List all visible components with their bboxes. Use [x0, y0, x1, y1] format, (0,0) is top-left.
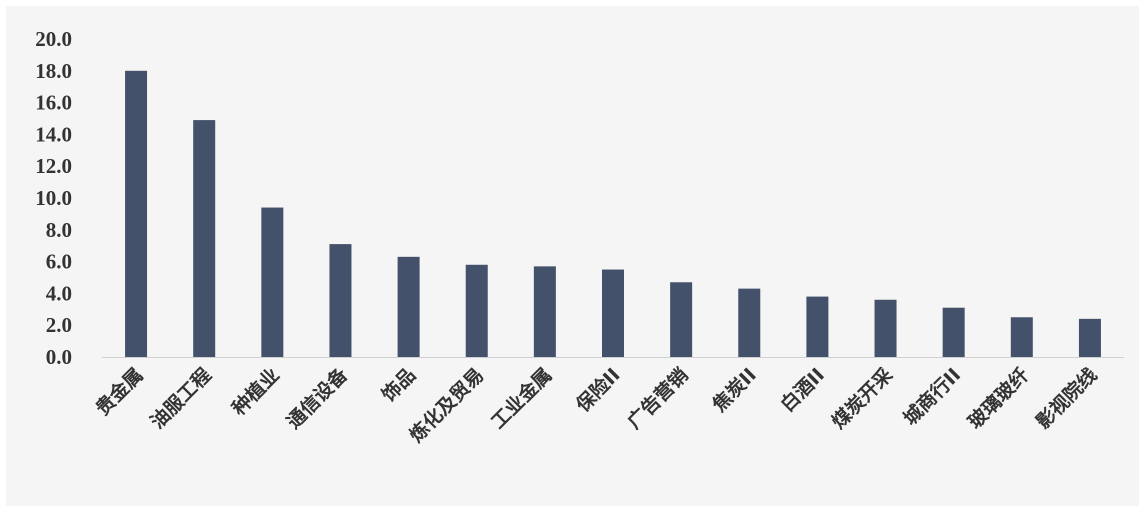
- y-tick-label: 20.0: [35, 27, 72, 51]
- x-tick-label: 工业金属: [486, 363, 556, 433]
- y-tick-label: 16.0: [35, 91, 72, 115]
- bar: [1078, 318, 1101, 357]
- y-tick-label: 2.0: [46, 313, 72, 337]
- bar: [397, 256, 420, 357]
- bar: [125, 70, 148, 358]
- x-tick-label: 饰品: [377, 363, 420, 406]
- bar: [738, 288, 761, 357]
- x-tick-label: 炼化及贸易: [405, 363, 488, 446]
- x-tick-label: 影视院线: [1031, 363, 1101, 433]
- x-tick-label: 通信设备: [282, 363, 353, 434]
- y-tick-label: 18.0: [35, 59, 72, 83]
- x-tick-label: 种植业: [227, 363, 284, 420]
- bar: [329, 244, 352, 357]
- bar: [942, 307, 965, 357]
- x-tick-label: 煤炭开采: [828, 364, 897, 433]
- y-tick-label: 0.0: [46, 345, 72, 369]
- x-tick-label: 贵金属: [91, 363, 148, 420]
- x-tick-label: 玻璃玻纤: [963, 363, 1033, 433]
- x-tick-label: 焦炭II: [707, 363, 761, 417]
- y-tick-label: 8.0: [46, 218, 72, 242]
- bar: [806, 296, 829, 357]
- bar: [261, 207, 284, 357]
- x-tick-label: 白酒II: [776, 363, 829, 416]
- y-tick-label: 4.0: [46, 281, 72, 305]
- bar: [193, 120, 216, 357]
- bars: [125, 70, 1101, 358]
- x-tick-label: 广告营销: [623, 363, 693, 433]
- y-tick-label: 12.0: [35, 154, 72, 178]
- y-tick-label: 6.0: [46, 250, 72, 274]
- bar: [670, 282, 693, 357]
- bar: [465, 264, 488, 357]
- y-tick-label: 10.0: [35, 186, 72, 210]
- y-tick-label: 14.0: [35, 122, 72, 146]
- x-tick-label: 保险II: [571, 363, 625, 417]
- y-axis: 0.0 2.0 4.0 6.0 8.0 10.0 12.0 14.0 16.0 18.0 20.0: [35, 27, 72, 369]
- bar: [1010, 317, 1033, 357]
- bar: [533, 266, 556, 357]
- bar: [602, 269, 624, 357]
- x-tick-label: 油服工程: [146, 364, 215, 433]
- bar: [874, 299, 897, 357]
- x-tick-label: 城商行II: [899, 363, 966, 430]
